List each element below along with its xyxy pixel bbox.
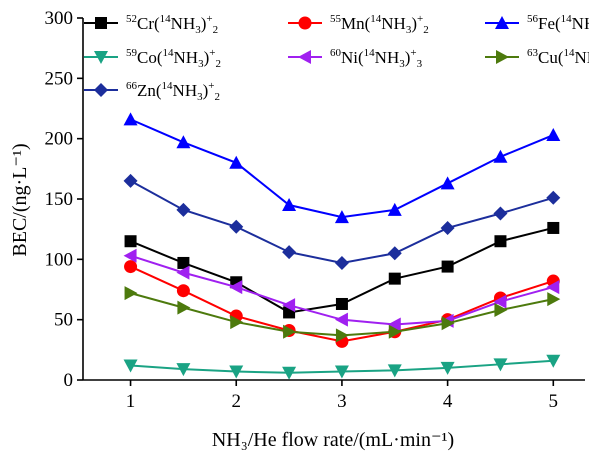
data-point-triangle-left: [387, 317, 401, 332]
x-axis-title: NH₃/He flow rate/(mL·min⁻¹): [212, 429, 454, 451]
data-point-triangle-right: [283, 324, 297, 339]
legend-item-zn: 66Zn(14NH3)+2: [84, 80, 220, 103]
y-tick-label: 100: [45, 249, 74, 270]
data-point-diamond: [493, 206, 508, 221]
data-point-triangle-up: [387, 202, 402, 216]
data-point-triangle-left: [123, 248, 137, 263]
data-point-diamond: [94, 83, 108, 97]
data-point-square: [177, 256, 190, 269]
data-point-triangle-down: [123, 359, 138, 373]
data-point-triangle-right: [496, 50, 509, 64]
series-cu: [124, 286, 561, 343]
data-point-triangle-right: [388, 324, 402, 339]
legend-label: 52Cr(14NH3)+2: [126, 13, 218, 36]
data-point-triangle-right: [441, 316, 455, 331]
legend-label: 59Co(14NH3)+2: [126, 47, 221, 70]
legend-item-fe: 56Fe(14NH3)+2: [485, 13, 589, 36]
data-point-triangle-down: [334, 365, 349, 379]
data-point-triangle-up: [495, 16, 509, 29]
data-point-circle: [176, 284, 190, 298]
data-point-diamond: [229, 219, 244, 234]
data-point-triangle-left: [493, 294, 507, 309]
axes: 0 50 100 150 200 250 300 1 2 3 4 5: [45, 8, 585, 412]
data-point-triangle-right: [494, 303, 508, 318]
data-point-triangle-up: [440, 176, 455, 190]
legend: 52Cr(14NH3)+2 55Mn(14NH3)+2 56Fe(14NH3)+2 5…: [84, 13, 589, 103]
legend-label: 56Fe(14NH3)+2: [527, 13, 589, 36]
y-axis-title: BEC/(ng·L⁻¹): [9, 143, 31, 256]
legend-label: 63Cu(14NH3)+2: [527, 47, 589, 70]
data-point-diamond: [387, 246, 402, 261]
y-tick-label: 50: [54, 310, 73, 331]
data-point-diamond: [546, 190, 561, 205]
y-tick-label: 0: [64, 370, 74, 391]
data-point-triangle-left: [229, 280, 243, 295]
data-point-triangle-down: [493, 358, 508, 372]
data-point-triangle-up: [123, 112, 138, 126]
y-tick-label: 300: [45, 8, 74, 29]
series-fe: [123, 112, 561, 224]
x-tick-label: 2: [231, 391, 241, 412]
data-point-diamond: [282, 245, 297, 260]
legend-label: 55Mn(14NH3)+2: [330, 13, 429, 36]
data-point-circle: [124, 260, 138, 274]
data-point-triangle-right: [547, 292, 561, 307]
data-point-diamond: [440, 220, 455, 235]
data-point-triangle-up: [334, 210, 349, 224]
data-point-diamond: [176, 202, 191, 217]
data-point-triangle-right: [177, 300, 191, 315]
data-point-square: [441, 260, 454, 273]
data-point-triangle-down: [176, 363, 191, 377]
data-point-triangle-up: [229, 155, 244, 169]
data-point-square: [388, 272, 401, 285]
data-point-triangle-up: [546, 128, 561, 142]
legend-label: 60Ni(14NH3)+3: [330, 47, 423, 70]
legend-item-cr: 52Cr(14NH3)+2: [84, 13, 218, 36]
data-point-square: [124, 235, 137, 248]
legend-label: 66Zn(14NH3)+2: [126, 80, 220, 103]
data-point-square: [494, 235, 507, 248]
legend-item-mn: 55Mn(14NH3)+2: [288, 13, 429, 36]
data-point-triangle-up: [176, 135, 191, 149]
y-tick-label: 250: [45, 68, 74, 89]
data-point-triangle-up: [282, 198, 297, 212]
data-point-triangle-left: [546, 280, 560, 295]
series-zn: [123, 173, 561, 270]
series-group: [123, 112, 561, 380]
x-tick-label: 4: [443, 391, 453, 412]
data-point-triangle-left: [334, 312, 348, 327]
data-point-square: [547, 221, 560, 234]
data-point-triangle-down: [440, 361, 455, 375]
data-point-triangle-right: [230, 315, 244, 330]
x-tick-label: 1: [126, 391, 136, 412]
data-point-square: [95, 17, 107, 29]
series-line-fe: [130, 118, 554, 219]
series-co: [123, 354, 561, 380]
data-point-triangle-down: [387, 364, 402, 378]
series-cr: [124, 221, 560, 319]
y-tick-label: 150: [45, 189, 74, 210]
legend-item-co: 59Co(14NH3)+2: [84, 47, 221, 70]
x-tick-label: 3: [337, 391, 347, 412]
data-point-square: [335, 297, 348, 310]
data-point-triangle-down: [94, 51, 108, 64]
legend-item-ni: 60Ni(14NH3)+3: [288, 47, 423, 70]
data-point-circle: [298, 16, 312, 30]
data-point-triangle-down: [282, 366, 297, 380]
data-point-diamond: [123, 173, 138, 188]
data-point-triangle-left: [176, 265, 190, 280]
data-point-diamond: [334, 255, 349, 270]
y-tick-label: 200: [45, 129, 74, 150]
x-tick-label: 5: [549, 391, 559, 412]
data-point-triangle-left: [282, 298, 296, 313]
data-point-triangle-up: [493, 149, 508, 163]
data-point-triangle-down: [229, 365, 244, 379]
data-point-triangle-left: [298, 50, 311, 64]
data-point-triangle-right: [335, 328, 349, 343]
data-point-triangle-right: [124, 286, 138, 301]
data-point-triangle-down: [546, 354, 561, 368]
legend-item-cu: 63Cu(14NH3)+2: [485, 47, 589, 70]
